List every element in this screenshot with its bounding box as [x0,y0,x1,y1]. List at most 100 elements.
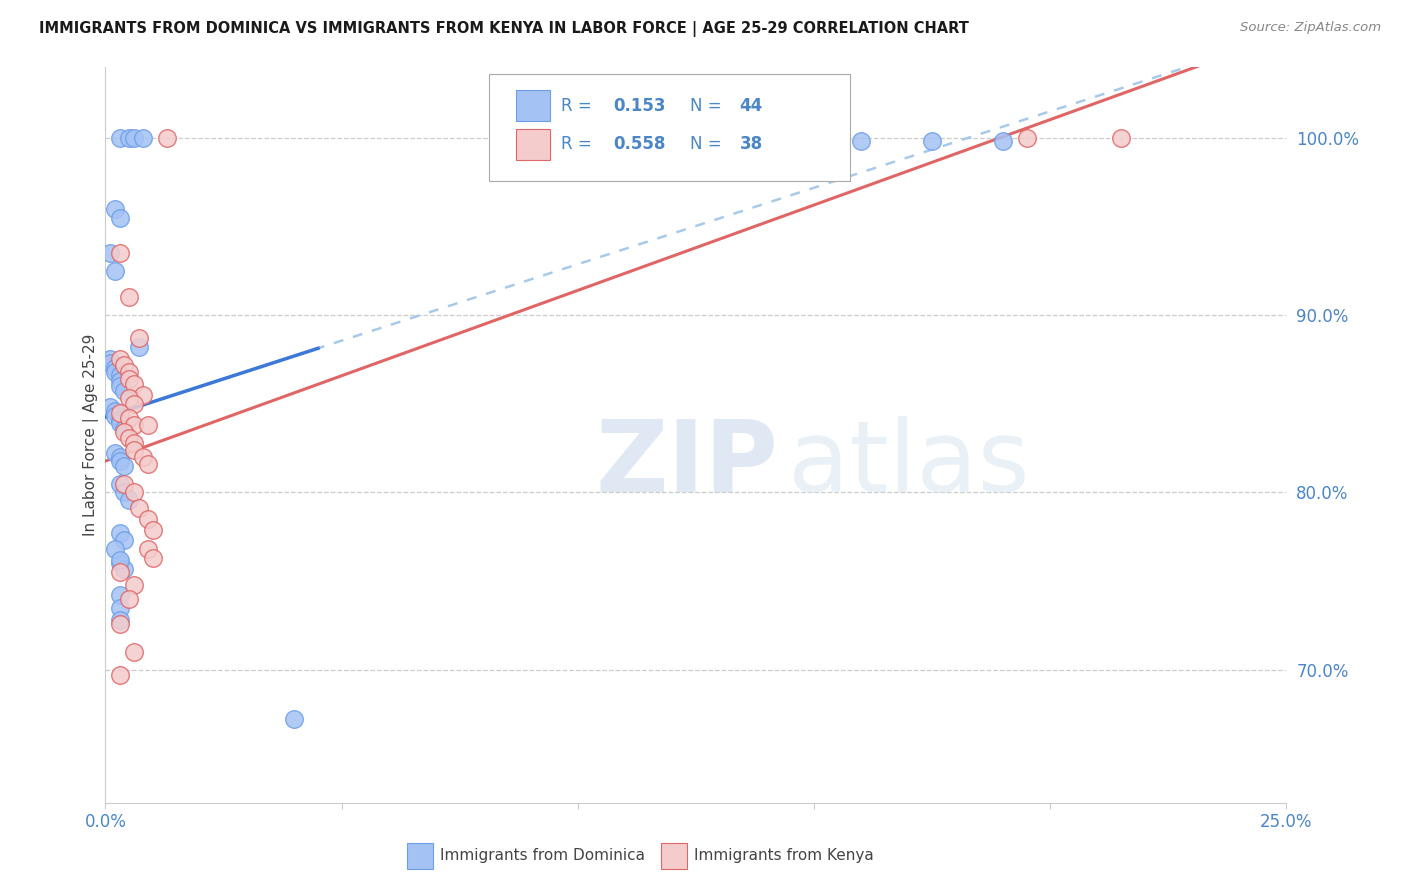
Text: Source: ZipAtlas.com: Source: ZipAtlas.com [1240,21,1381,35]
Point [118,365,141,379]
Text: N =: N = [690,97,727,115]
Point [1109,131,1132,145]
Point [104,264,127,278]
Point [108,417,131,431]
Point [142,551,165,566]
Text: 0.153: 0.153 [613,97,666,115]
Point [128,340,150,354]
Point [108,368,131,383]
Point [108,450,131,464]
Text: 44: 44 [740,97,763,115]
Text: IMMIGRANTS FROM DOMINICA VS IMMIGRANTS FROM KENYA IN LABOR FORCE | AGE 25-29 COR: IMMIGRANTS FROM DOMINICA VS IMMIGRANTS F… [39,21,969,37]
Point [136,542,159,557]
FancyBboxPatch shape [516,128,550,160]
Point [118,492,141,507]
Point [118,591,141,606]
Point [122,418,145,433]
Y-axis label: In Labor Force | Age 25-29: In Labor Force | Age 25-29 [83,334,98,536]
Point [112,485,135,500]
Point [156,131,179,145]
FancyBboxPatch shape [516,90,550,121]
Point [128,331,150,345]
Point [128,501,150,516]
Point [132,450,155,464]
Point [132,131,155,145]
Point [779,134,801,148]
Point [283,713,305,727]
Point [136,418,159,433]
Point [118,290,141,304]
FancyBboxPatch shape [661,843,686,869]
Point [122,131,145,145]
Point [98,356,121,370]
Text: atlas: atlas [789,416,1029,513]
Point [104,202,127,216]
Point [98,352,121,367]
Point [132,388,155,402]
Point [921,134,943,148]
Point [112,358,135,372]
Point [1015,131,1038,145]
Point [108,526,131,541]
Point [108,588,131,602]
Point [851,134,873,148]
Point [108,374,131,388]
Point [118,411,141,425]
Point [108,453,131,467]
Point [108,600,131,615]
Text: R =: R = [561,136,598,153]
Point [104,404,127,418]
Text: R =: R = [561,97,598,115]
Point [991,134,1014,148]
Point [108,476,131,491]
Point [136,512,159,526]
Point [112,422,135,436]
Text: 0.558: 0.558 [613,136,665,153]
Point [104,361,127,376]
Point [108,211,131,225]
FancyBboxPatch shape [489,74,849,181]
Point [136,457,159,471]
Point [112,476,135,491]
Point [122,435,145,450]
Point [755,134,778,148]
Point [104,446,127,460]
Point [98,246,121,260]
Point [104,365,127,379]
Point [112,384,135,399]
Point [108,668,131,682]
Point [112,425,135,440]
Point [108,553,131,567]
Point [108,616,131,631]
Point [104,542,127,557]
Text: Immigrants from Kenya: Immigrants from Kenya [693,848,873,863]
Point [112,533,135,548]
Point [118,131,141,145]
Point [98,401,121,415]
Point [108,352,131,367]
Point [108,131,131,145]
Point [118,430,141,444]
Point [108,379,131,393]
Point [108,413,131,427]
Point [108,557,131,571]
Point [122,442,145,457]
Point [118,392,141,406]
Point [122,577,145,591]
Point [108,566,131,580]
Text: Immigrants from Dominica: Immigrants from Dominica [440,848,645,863]
Point [108,246,131,260]
Point [112,562,135,576]
Point [108,613,131,627]
Point [108,406,131,420]
Text: ZIP: ZIP [596,416,779,513]
Point [118,372,141,386]
Point [142,523,165,537]
Point [122,397,145,411]
Point [122,485,145,500]
Text: N =: N = [690,136,727,153]
FancyBboxPatch shape [406,843,433,869]
Point [122,645,145,659]
Point [122,377,145,392]
Point [112,458,135,473]
